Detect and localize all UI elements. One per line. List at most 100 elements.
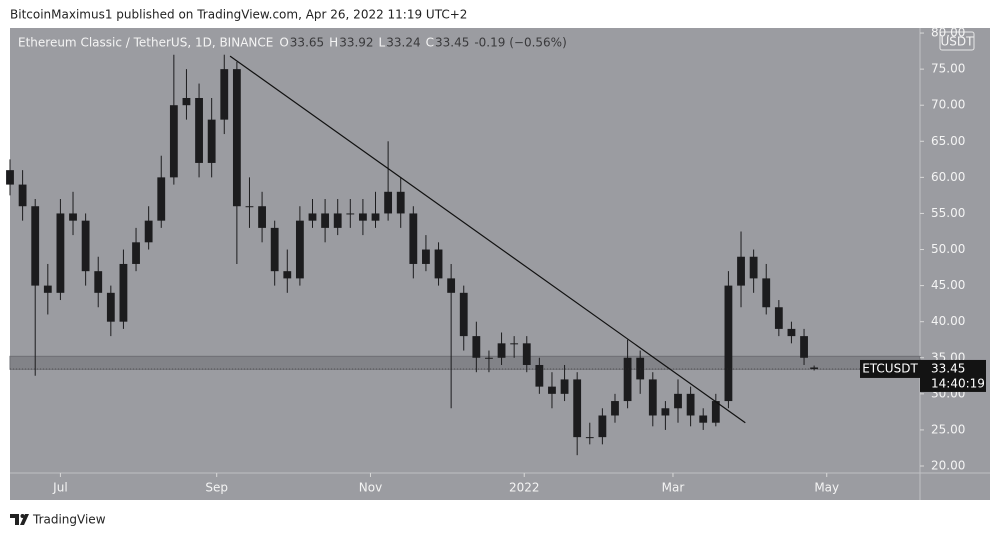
logo-dot [20, 514, 25, 518]
y-tick-label: 80.00 [931, 26, 965, 40]
ohlc-value: 33.92 [339, 36, 373, 50]
candle-body [18, 184, 27, 207]
candle-body [308, 213, 317, 221]
candle-body [346, 213, 355, 215]
currency: USDT [941, 35, 975, 49]
candle-body [762, 278, 771, 308]
ohlc-label: L [379, 36, 386, 50]
x-tick-label: May [814, 481, 839, 495]
publisher: BitcoinMaximus1 published on TradingView… [10, 8, 467, 22]
price-label-box [920, 359, 986, 392]
brand-logo: TradingView [10, 513, 106, 527]
ohlc-label: H [329, 36, 338, 50]
candle-body [321, 213, 330, 228]
candle-body [661, 408, 670, 416]
ohlc-value: 33.65 [290, 36, 324, 50]
candle-body [686, 393, 695, 416]
candle-body [522, 343, 531, 365]
candle-body [409, 213, 418, 264]
candle-body [774, 307, 783, 329]
last-price: 33.45 [931, 361, 965, 375]
candle-body [810, 367, 819, 369]
candle-body [245, 206, 254, 208]
symbol-label-box [860, 359, 920, 378]
candle-body [573, 379, 582, 438]
candle-body [81, 220, 90, 272]
support-zone [9, 355, 921, 370]
y-tick-label: 55.00 [931, 206, 965, 220]
candle-body [749, 256, 758, 279]
legend-header: Ethereum Classic / TetherUS, 1D, BINANCE… [18, 36, 567, 50]
candle-body [31, 206, 40, 286]
ohlc-value: 33.45 [435, 36, 469, 50]
ohlc-label: O [279, 36, 288, 50]
candle-body [359, 213, 367, 221]
y-tick-label: 75.00 [931, 62, 965, 76]
candle-body [472, 336, 481, 358]
candle-body [699, 415, 708, 423]
candle-body [371, 213, 380, 221]
candle-body [585, 437, 594, 439]
candle-body [295, 220, 304, 279]
candle-body [459, 292, 468, 337]
candle-body [333, 213, 342, 228]
candle-body [182, 97, 191, 106]
candle-body [724, 285, 733, 402]
y-tick-label: 60.00 [931, 170, 965, 184]
candle-body [220, 69, 229, 120]
candle-body [510, 343, 519, 345]
x-tick-label: Sep [205, 481, 228, 495]
candle-body [56, 213, 65, 293]
candle-body [195, 97, 203, 163]
y-tick-label: 20.00 [931, 459, 965, 473]
candle-body [43, 285, 52, 293]
candle-body [611, 401, 619, 416]
y-tick-label: 70.00 [931, 98, 965, 112]
trendline [229, 55, 746, 424]
x-tick-label: Jul [52, 481, 67, 495]
candle-body [94, 271, 103, 293]
y-tick-label: 65.00 [931, 134, 965, 148]
candle-body [258, 206, 266, 228]
candle-body [106, 292, 115, 322]
countdown: 14:40:19 [931, 376, 985, 390]
candle-body [132, 242, 140, 264]
candle-body [6, 170, 14, 185]
candle-body [485, 357, 493, 359]
plot [6, 54, 921, 456]
candle-body [69, 213, 77, 221]
candle-body [434, 249, 443, 279]
candle-body [384, 191, 393, 214]
candle-body [648, 379, 657, 416]
candle-body [497, 343, 506, 358]
x-tick-label: Nov [359, 481, 382, 495]
candle-body [787, 328, 796, 337]
candle-body [623, 357, 632, 402]
candle-body [157, 177, 166, 221]
candle-body [800, 336, 808, 358]
y-tick-label: 50.00 [931, 242, 965, 256]
candle-body [711, 401, 720, 423]
candle-body [535, 364, 544, 387]
brand: TradingView [32, 513, 106, 527]
candle-body [737, 256, 745, 286]
candle-body [674, 393, 682, 409]
candle-body [283, 271, 292, 279]
candle-body [560, 379, 569, 394]
candle-body [207, 119, 216, 163]
candle-body [144, 220, 153, 243]
candle-body [169, 105, 178, 178]
y-tick-label: 45.00 [931, 278, 965, 292]
candle-body [422, 249, 430, 264]
y-tick-label: 25.00 [931, 422, 965, 436]
x-tick-label: 2022 [509, 481, 540, 495]
x-tick-label: Mar [662, 481, 685, 495]
currency-box [939, 31, 975, 51]
symbol-label: ETCUSDT [862, 361, 918, 375]
candle-body [270, 227, 279, 272]
ohlc-label: C [426, 36, 434, 50]
candle-body [396, 191, 405, 214]
chart-background [10, 28, 990, 500]
